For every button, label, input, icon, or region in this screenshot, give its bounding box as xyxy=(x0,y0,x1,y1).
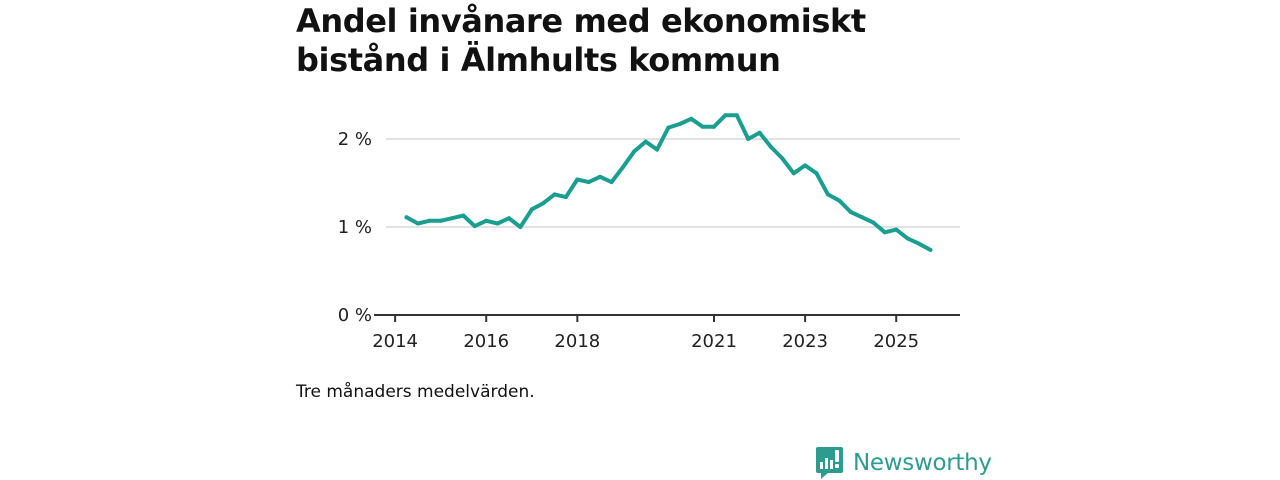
x-tick-label: 2021 xyxy=(691,331,737,352)
data-point xyxy=(746,137,751,141)
data-point xyxy=(655,147,660,152)
data-point xyxy=(563,195,568,200)
gridlines xyxy=(386,138,960,228)
data-point xyxy=(586,180,591,185)
data-point xyxy=(529,207,534,212)
data-point xyxy=(848,210,853,214)
data-point xyxy=(666,125,671,130)
data-point xyxy=(882,230,887,235)
data-point xyxy=(643,139,648,144)
data-point xyxy=(712,124,716,129)
data-point xyxy=(791,171,796,176)
y-tick-label: 1 % xyxy=(338,217,372,238)
data-point xyxy=(598,174,603,179)
y-tick-label: 2 % xyxy=(338,129,372,150)
data-point xyxy=(768,144,773,149)
x-tick-label: 2018 xyxy=(554,331,600,352)
data-point xyxy=(472,224,477,229)
data-point xyxy=(575,177,580,182)
x-tick-label: 2023 xyxy=(782,331,828,352)
chart-title: Andel invånare med ekonomiskt bistånd i … xyxy=(296,2,866,79)
series-line-0 xyxy=(404,113,933,252)
data-point xyxy=(609,180,614,185)
data-point xyxy=(734,113,739,118)
x-axis xyxy=(374,314,960,322)
data-point xyxy=(723,113,728,118)
data-point xyxy=(780,156,785,161)
data-point xyxy=(928,247,933,252)
brand-name: Newsworthy xyxy=(853,450,992,476)
data-point xyxy=(495,221,500,226)
data-point xyxy=(541,201,546,206)
data-point xyxy=(404,215,409,220)
data-point xyxy=(415,221,420,226)
data-point xyxy=(552,192,557,197)
newsworthy-logo-icon xyxy=(816,447,843,479)
data-point xyxy=(484,218,489,223)
data-point xyxy=(905,236,910,241)
x-tick-label: 2016 xyxy=(463,331,509,352)
data-point xyxy=(507,216,511,221)
data-point xyxy=(461,213,466,218)
data-point xyxy=(632,149,637,154)
data-point xyxy=(620,165,625,170)
data-point xyxy=(689,116,694,121)
series xyxy=(404,113,933,252)
data-point xyxy=(700,124,705,129)
data-point xyxy=(894,227,899,232)
data-point xyxy=(837,198,842,203)
x-tick-label: 2025 xyxy=(873,331,919,352)
data-point xyxy=(518,225,523,229)
data-point xyxy=(814,171,819,176)
newsworthy-brand[interactable]: Newsworthy xyxy=(816,446,992,480)
y-tick-label: 0 % xyxy=(338,305,372,326)
data-point xyxy=(450,216,455,221)
data-point xyxy=(860,215,865,220)
data-point xyxy=(871,220,876,225)
y-axis-tick-labels: 0 % 1 % 2 % xyxy=(338,129,372,326)
data-point xyxy=(677,122,682,126)
data-point xyxy=(427,218,432,223)
x-axis-tick-labels: 2014 2016 2018 2021 2023 2025 xyxy=(372,331,919,352)
data-point xyxy=(757,130,762,135)
chart-caption: Tre månaders medelvärden. xyxy=(296,382,535,402)
data-point xyxy=(825,192,830,197)
data-point xyxy=(438,218,443,223)
data-point xyxy=(803,163,808,168)
x-tick-label: 2014 xyxy=(372,331,418,352)
data-point xyxy=(917,241,921,246)
